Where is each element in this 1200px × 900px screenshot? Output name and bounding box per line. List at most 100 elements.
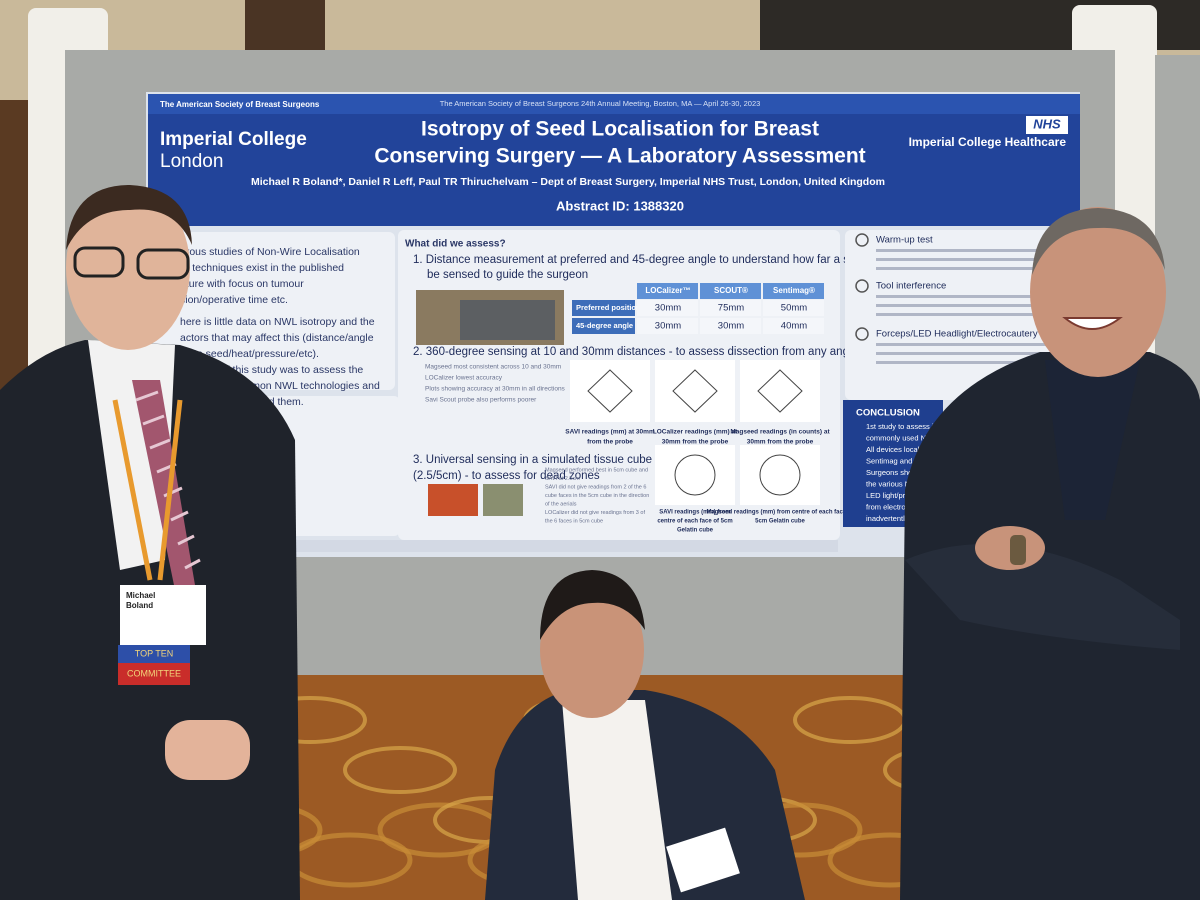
lanyard <box>112 399 183 581</box>
glasses <box>136 248 190 280</box>
badge-name: Michael <box>126 591 155 600</box>
bullet: SAVI at 2.5cm <box>545 476 580 482</box>
poster-text: to seed/heat/pressure/etc). <box>194 348 319 360</box>
watch <box>1010 535 1026 565</box>
badge <box>120 585 206 645</box>
small-text-line <box>876 361 1046 364</box>
bullet: Magseed most consistent across 10 and 30… <box>425 364 561 371</box>
bullet: of the aerials <box>545 501 577 507</box>
carpet-pattern <box>343 746 457 794</box>
bullet: commonly used N <box>866 433 926 442</box>
pillar <box>245 0 325 50</box>
caption: Magseed readings (mm) from centre of eac… <box>706 510 854 516</box>
bullet: Surgeons should <box>866 468 922 477</box>
small-text-line <box>876 352 1046 355</box>
table-header-cell <box>700 283 761 299</box>
tie <box>132 380 195 590</box>
poster-text: L) techniques exist in the published <box>180 262 344 274</box>
table-cell <box>700 300 761 316</box>
radar-plot <box>570 360 650 422</box>
table-header: Sentimag® <box>773 286 815 295</box>
poster-text: ature with focus on tumour <box>180 278 304 290</box>
caption: 5cm Gelatin cube <box>755 519 805 525</box>
head <box>540 582 644 718</box>
caption: centre of each face of 5cm <box>657 519 732 525</box>
bullet: 1st study to assess i <box>866 422 934 431</box>
ribbon-text: TOP TEN <box>135 648 174 658</box>
radar-plot <box>740 445 820 505</box>
nhs-box <box>1026 116 1068 134</box>
small-text-line <box>876 343 1046 346</box>
poster-text: What did we assess? <box>405 239 506 250</box>
poster-text: sion/operative time etc. <box>180 294 288 306</box>
small-text-line <box>876 258 1046 261</box>
radar-shape <box>587 369 633 413</box>
ribbon <box>118 663 190 685</box>
tie-stripe <box>142 414 165 426</box>
bullet: LOCalizer lowest accuracy <box>425 375 503 382</box>
poster-text: actors that may affect this (distance/an… <box>180 332 374 344</box>
section-heading: Tool interference <box>876 281 946 292</box>
table-cell <box>637 300 698 316</box>
table-header-cell <box>637 283 698 299</box>
caption: Gelatin cube <box>677 528 714 534</box>
section-heading: 2. 360-degree sensing at 10 and 30mm dis… <box>413 346 858 358</box>
radar-plot <box>655 360 735 422</box>
small-text-line <box>876 249 1046 252</box>
bullet: Sentimag and Sco <box>866 456 927 465</box>
icon <box>855 233 869 247</box>
photo-tissue <box>483 484 523 516</box>
head <box>1030 207 1166 377</box>
logo-text: NHS <box>1033 116 1061 131</box>
radar-shape <box>757 369 803 413</box>
table-cell-text: 30mm <box>718 321 744 332</box>
bullet: inadvertentl <box>866 514 905 523</box>
section-heading: Warm-up test <box>876 235 933 246</box>
poster-header <box>148 94 1080 226</box>
tie-stripe <box>184 558 201 570</box>
small-text-line <box>876 267 1046 270</box>
table-cell <box>572 300 635 316</box>
hair <box>66 185 192 250</box>
poster-text: The American Society of Breast Surgeons … <box>440 99 761 108</box>
smile <box>1062 317 1123 330</box>
section-heading: (2.5/5cm) - to assess for dead zones <box>413 470 600 482</box>
bullet: SAVI did not give readings from 2 of the… <box>545 484 646 490</box>
table-cell <box>572 318 635 334</box>
poster-text: erous studies of Non-Wire Localisation <box>180 246 360 258</box>
shirt <box>1045 360 1140 520</box>
photo-tissue <box>428 484 478 516</box>
bullet: Savi Scout probe also performs poorer <box>425 397 537 404</box>
bullet: All devices locali <box>866 445 921 454</box>
shirt <box>562 700 672 900</box>
arm <box>905 544 1180 650</box>
hand <box>165 720 250 780</box>
radar-plot <box>655 445 735 505</box>
caption: SAVI readings (mm) at 30mm <box>565 429 655 436</box>
table-header: SCOUT® <box>714 286 748 295</box>
poster-text: here is little data on NWL isotropy and … <box>180 316 375 328</box>
bullet: the various NW <box>866 479 918 488</box>
table-cell <box>763 300 824 316</box>
bullet: Magseed performed best in 5cm cube and <box>545 467 648 473</box>
ribbon-text: COMMITTEE <box>127 668 181 678</box>
poster-title: Isotropy of Seed Localisation for Breast <box>421 118 819 141</box>
caption: LOCalizer readings (mm) at <box>653 429 738 436</box>
logo-text: Imperial College <box>160 129 307 150</box>
table-cell-text: 40mm <box>781 321 807 332</box>
bullet: Plots showing accuracy at 30mm in all di… <box>425 386 566 393</box>
table-cell <box>700 318 761 334</box>
caption: 30mm from the probe <box>747 439 814 446</box>
glasses <box>73 246 125 278</box>
bullet: LOCalizer did not give readings from 3 o… <box>545 510 645 516</box>
badge-name: Boland <box>126 601 153 610</box>
small-text-line <box>876 304 1046 307</box>
small-text-line <box>876 313 1046 316</box>
panel <box>152 232 395 390</box>
icon <box>855 279 869 293</box>
table-cell-text: 30mm <box>655 321 681 332</box>
icon <box>855 327 869 341</box>
caption: from the probe <box>587 439 633 446</box>
